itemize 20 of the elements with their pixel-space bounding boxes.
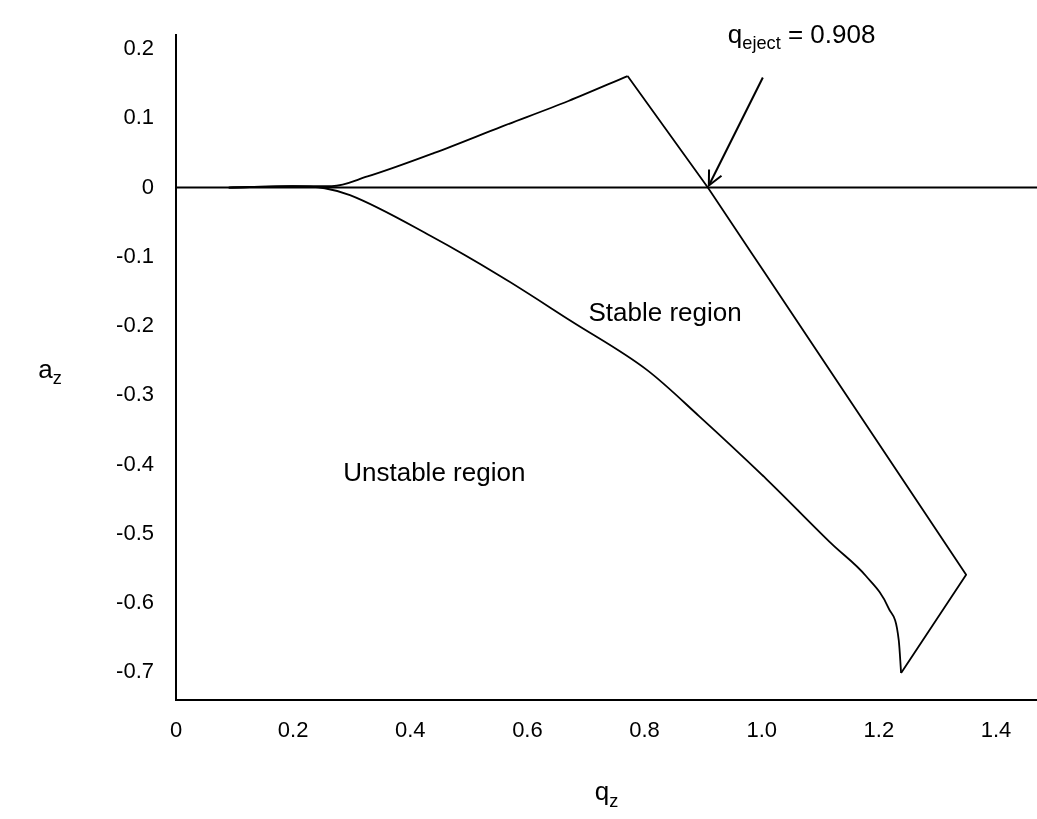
x-tick-label: 0.8 bbox=[629, 717, 660, 743]
y-tick-label: -0.1 bbox=[116, 242, 154, 268]
x-tick-label: 0.4 bbox=[394, 717, 426, 743]
x-tick-label: 1.0 bbox=[746, 717, 778, 743]
y-tick-label: 0.2 bbox=[123, 35, 154, 61]
y-tick-label: 0 bbox=[141, 173, 154, 199]
x-tick-label: 0.2 bbox=[277, 717, 309, 743]
y-tick-label: -0.2 bbox=[116, 312, 154, 338]
y-tick-label: -0.5 bbox=[116, 519, 154, 545]
y-tick-label: -0.7 bbox=[116, 658, 154, 684]
y-tick-label: -0.4 bbox=[116, 450, 154, 476]
x-tick-label: 1.2 bbox=[863, 717, 895, 743]
annotation: Stable region bbox=[588, 297, 742, 328]
y-tick-label: -0.6 bbox=[116, 589, 154, 615]
y-tick-label: -0.3 bbox=[116, 381, 154, 407]
annotation: Unstable region bbox=[343, 456, 526, 487]
x-tick-label: 0.6 bbox=[512, 717, 543, 743]
x-tick-label: 0 bbox=[169, 717, 183, 743]
x-tick-label: 1.4 bbox=[980, 717, 1012, 743]
y-tick-label: 0.1 bbox=[123, 104, 154, 130]
